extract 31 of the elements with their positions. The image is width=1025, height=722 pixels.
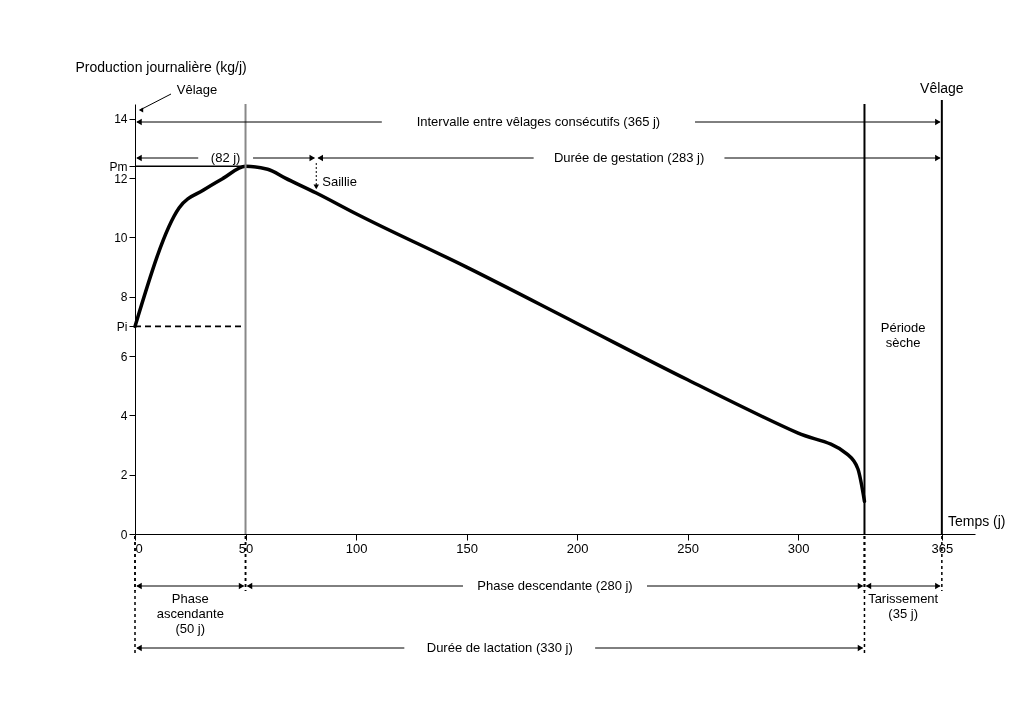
y-tick-label: 14 [114,112,128,127]
annotation: Saillie [322,173,357,189]
y-tick-label: 8 [120,290,128,305]
x-tick-label: 50 [238,540,254,556]
y-tick-label: 10 [114,230,128,245]
text: Phase descendante (280 j) [477,578,633,593]
text: Vêlage [176,82,218,97]
x-tick-label: 250 [677,540,699,556]
y-tick-label: Pm [109,159,128,174]
y-axis-title: Production journalière (kg/j) [75,58,247,75]
annotation: Durée de gestation (283 j) [553,150,705,165]
y-tick-label: 12 [114,171,128,186]
y-tick-label: 6 [120,349,128,364]
annotation: Période sèche [880,319,926,350]
x-tick-label: 200 [566,540,589,556]
x-tick-label: 0 [135,540,143,556]
annotation: (82 j) [210,150,241,165]
y-tick-label: 2 [120,468,128,483]
x-tick-label: 300 [787,540,810,556]
x-tick-label: 100 [345,540,368,556]
y-tick-label: Pi [116,319,128,334]
y-tick-label: 4 [120,408,128,423]
annotation: Intervalle entre vêlages consécutifs (365 j) [416,114,661,129]
x-tick-label: 365 [931,540,954,556]
x-axis-title: Temps (j) [947,512,1006,529]
text: Tarissement (35 j) [868,591,939,621]
text: Durée de lactation (330 j) [426,640,573,655]
x-tick-label: 150 [456,540,478,556]
y-tick-label: 0 [120,527,128,542]
text: Phase ascendante (50 j) [156,591,224,636]
ref-line-label: Vêlage [920,80,964,96]
